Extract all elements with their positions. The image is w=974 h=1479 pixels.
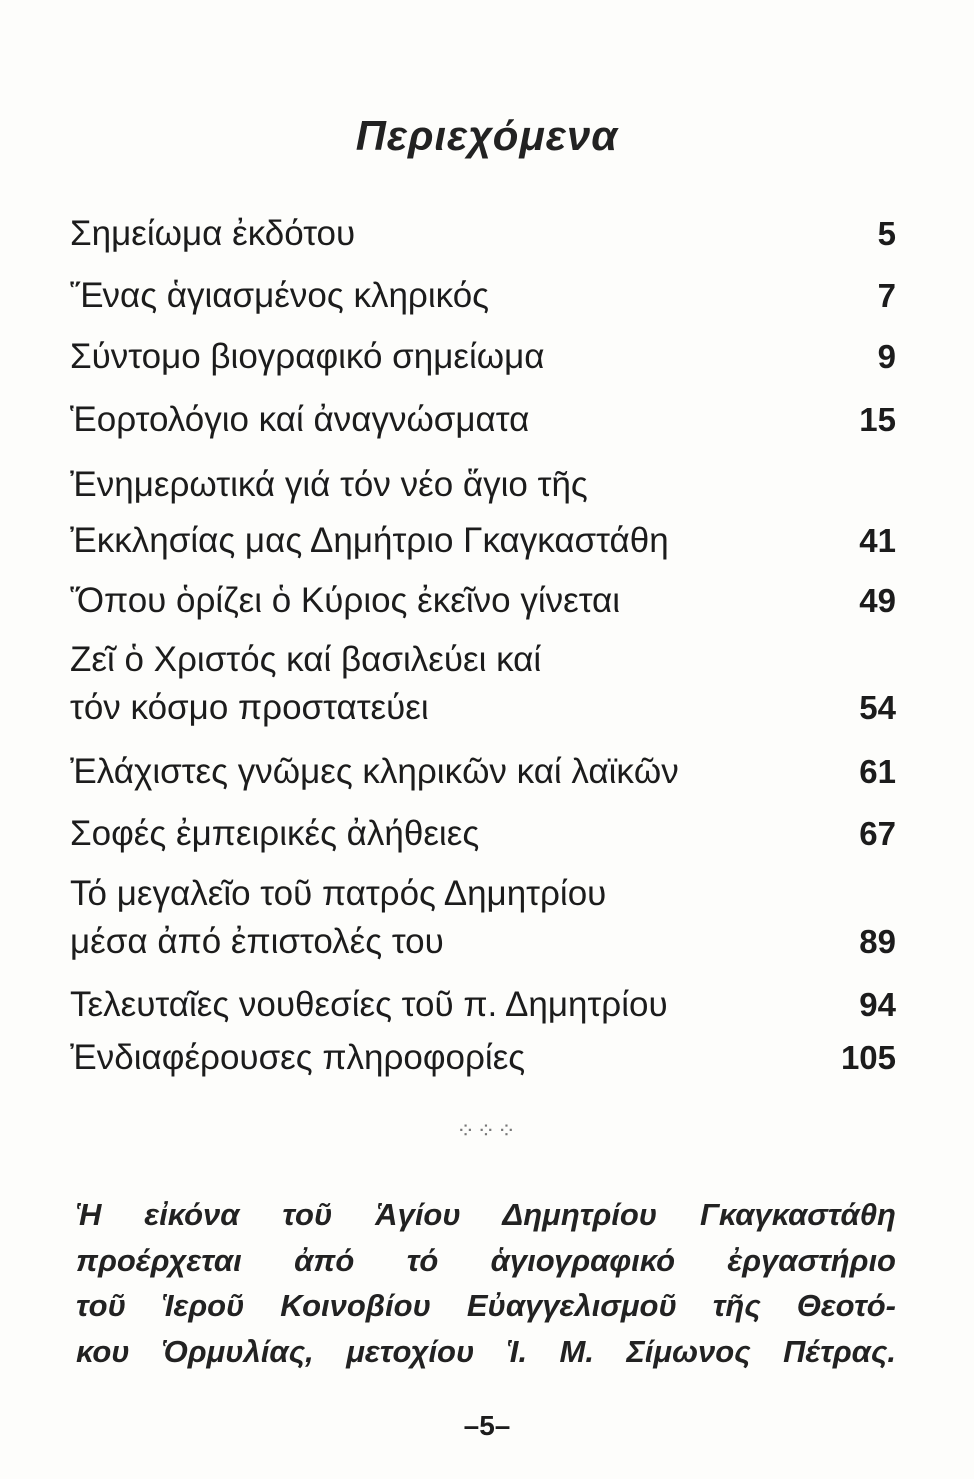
toc-entry-title: Τελευταῖες νουθεσίες τοῦ π. Δημητρίου [70, 979, 810, 1031]
page-title: Περιεχόμενα [355, 112, 619, 159]
toc-entry-title: Ἐνημερωτικά γιά τόν νέο ἅγιο τῆς Ἐκκλησία… [70, 457, 810, 569]
toc-entry-page: 15 [859, 401, 896, 438]
toc-entry: Ἕνας ἁγιασμένος κληρικός 7 [70, 270, 896, 322]
toc-entry: Τελευταῖες νουθεσίες τοῦ π. Δημητρίου 94 [70, 979, 896, 1031]
toc-entry: Σύντομο βιογραφικό σημείωμα 9 [70, 331, 896, 383]
page-number: –5– [463, 1410, 511, 1441]
toc-entry-page: 61 [859, 753, 896, 790]
toc-entry: Ζεῖ ὁ Χριστός καί βασιλεύει καί τόν κόσμο… [70, 636, 896, 732]
toc-entry-title-line: Σοφές ἐμπειρικές ἀλήθειες [70, 814, 480, 853]
toc-entry-title-line: Τό μεγαλεῖο τοῦ πατρός Δημητρίου [70, 874, 607, 913]
toc-entry-page: 7 [877, 277, 896, 314]
toc-entry-title-line: Σημείωμα ἐκδότου [70, 214, 356, 253]
toc-entry-title-line: Ὅπου ὁρίζει ὁ Κύριος ἐκεῖνο γίνεται [70, 581, 621, 620]
toc-entry-title-line: Ἐκκλησίας μας Δημήτριο Γκαγκαστάθη [70, 521, 669, 560]
toc-entry-title-line: τόν κόσμο προστατεύει [70, 688, 429, 727]
toc-entry: Ὅπου ὁρίζει ὁ Κύριος ἐκεῖνο γίνεται 49 [70, 575, 896, 627]
toc-entry-title-line: Ἑορτολόγιο καί ἀναγνώσματα [70, 400, 530, 439]
toc-entry-title-line: Τελευταῖες νουθεσίες τοῦ π. Δημητρίου [70, 985, 668, 1024]
toc-entry: Ἐλάχιστες γνῶμες κληρικῶν καί λαϊκῶν 61 [70, 746, 896, 798]
note-line: Ἡ εἰκόνα τοῦ Ἁγίου Δημητρίου Γκαγκαστάθη [76, 1197, 896, 1232]
toc-entry-title: Σημείωμα ἐκδότου [70, 208, 810, 260]
toc-entry-page: 94 [859, 986, 896, 1023]
toc-entry-page: 54 [859, 689, 896, 726]
toc-entry: Σοφές ἐμπειρικές ἀλήθειες 67 [70, 808, 896, 860]
toc-entry-title: Ἕνας ἁγιασμένος κληρικός [70, 270, 810, 322]
toc-entry: Σημείωμα ἐκδότου 5 [70, 208, 896, 260]
note-line: προέρχεται ἀπό τό ἁγιογραφικό ἐργαστήριο [76, 1242, 896, 1278]
toc-entry: Τό μεγαλεῖο τοῦ πατρός Δημητρίου μέσα ἀπό… [70, 870, 896, 966]
note-line: τοῦ Ἱεροῦ Κοινοβίου Εὐαγγελισμοῦ τῆς Θεο… [76, 1288, 896, 1323]
toc-entry-page: 9 [877, 338, 896, 375]
toc-entry-title-line: Ἐνδιαφέρουσες πληροφορίες [70, 1038, 526, 1077]
toc-entry-page: 67 [859, 815, 896, 852]
toc-entry-title: Ἐλάχιστες γνῶμες κληρικῶν καί λαϊκῶν [70, 746, 810, 798]
toc-entry-title: Τό μεγαλεῖο τοῦ πατρός Δημητρίου μέσα ἀπό… [70, 870, 810, 966]
toc-entry-title-line: μέσα ἀπό ἐπιστολές του [70, 922, 444, 961]
toc-entry-page: 105 [840, 1039, 896, 1076]
toc-entry-title-line: Ἐνημερωτικά γιά τόν νέο ἅγιο τῆς [70, 465, 588, 504]
toc-entry-title: Ἑορτολόγιο καί ἀναγνώσματα [70, 394, 810, 446]
toc-entry-title-line: Ζεῖ ὁ Χριστός καί βασιλεύει καί [70, 640, 542, 679]
toc-entry-title-line: Ἕνας ἁγιασμένος κληρικός [70, 276, 490, 315]
toc-entry-title: Σοφές ἐμπειρικές ἀλήθειες [70, 808, 810, 860]
icon-credit-note: Ἡ εἰκόνα τοῦ Ἁγίου Δημητρίου Γκαγκαστάθη… [76, 1192, 896, 1374]
toc-entry: Ἑορτολόγιο καί ἀναγνώσματα 15 [70, 394, 896, 446]
toc-entry-page: 89 [859, 923, 896, 960]
note-line: κου Ὁρμυλίας, μετοχίου Ἱ. Μ. Σίμωνος Πέτ… [76, 1333, 896, 1369]
ornament-divider: ⁘⁘⁘ [456, 1118, 518, 1143]
toc-entry-title: Ζεῖ ὁ Χριστός καί βασιλεύει καί τόν κόσμο… [70, 636, 810, 732]
toc-entry-title: Ἐνδιαφέρουσες πληροφορίες [70, 1032, 810, 1084]
toc-entry: Ἐνδιαφέρουσες πληροφορίες 105 [70, 1032, 896, 1084]
toc-entry-page: 41 [859, 522, 896, 559]
toc-entry-title-line: Σύντομο βιογραφικό σημείωμα [70, 337, 545, 376]
toc-entry-title: Σύντομο βιογραφικό σημείωμα [70, 331, 810, 383]
toc-entry: Ἐνημερωτικά γιά τόν νέο ἅγιο τῆς Ἐκκλησία… [70, 457, 896, 569]
toc-entry-page: 49 [859, 582, 896, 619]
toc-entry-title-line: Ἐλάχιστες γνῶμες κληρικῶν καί λαϊκῶν [70, 752, 679, 791]
toc-entry-title: Ὅπου ὁρίζει ὁ Κύριος ἐκεῖνο γίνεται [70, 575, 810, 627]
toc-entry-page: 5 [877, 215, 896, 252]
